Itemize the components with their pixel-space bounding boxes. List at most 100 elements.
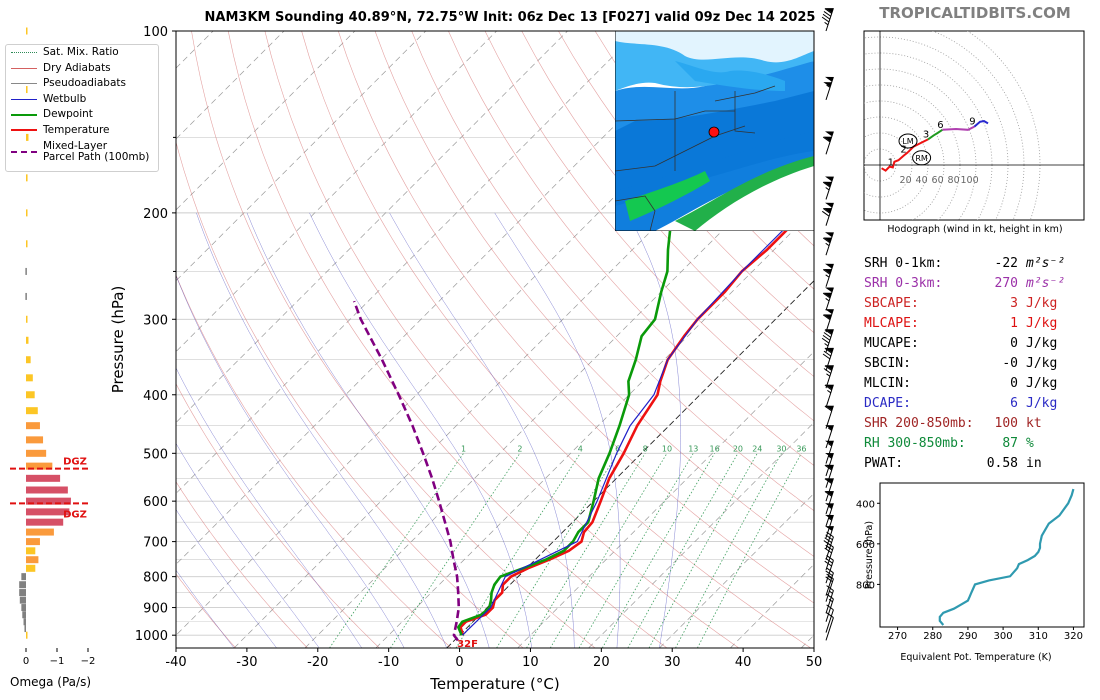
stat-value: 100 <box>994 416 1018 431</box>
barb-full <box>824 464 833 471</box>
hodograph-frame <box>863 30 1085 221</box>
dry-adiabat <box>176 481 308 648</box>
omega-bar <box>26 174 28 182</box>
barb-half <box>828 443 833 447</box>
wind-barb <box>825 503 834 527</box>
omega-axis-label: Omega (Pa/s) <box>10 675 92 689</box>
wind-barb <box>821 8 834 32</box>
page-title: NAM3KM Sounding 40.89°N, 72.75°W Init: 0… <box>204 10 816 25</box>
dry-adiabat <box>448 31 814 466</box>
wind-barb <box>825 440 834 464</box>
hodograph-trace <box>973 119 989 128</box>
hodograph-ring-label: 100 <box>961 175 979 186</box>
storm-motion-marker <box>898 133 918 149</box>
series-temperature <box>459 203 814 636</box>
mixing-ratio-line <box>549 453 668 648</box>
theta-e-line <box>938 488 1075 626</box>
dry-adiabat <box>338 31 814 604</box>
barb-full <box>822 314 831 321</box>
barb-full <box>822 13 831 20</box>
omega-bar <box>26 547 36 555</box>
isotherm <box>233 67 814 648</box>
moist-adiabat <box>494 212 621 648</box>
barb-flag <box>825 8 834 13</box>
stat-value-group: 0 J/kg <box>1010 374 1084 394</box>
omega-bar <box>26 356 31 364</box>
barb-staff <box>825 176 834 200</box>
isotherm <box>176 31 427 282</box>
stat-unit: m²s⁻² <box>1026 256 1066 271</box>
moist-adiabat <box>627 212 681 648</box>
barb-half <box>826 373 831 377</box>
mixing-ratio-label: 16 <box>710 444 720 453</box>
wind-barb <box>824 405 834 429</box>
y-tick-label: 800 <box>143 571 168 586</box>
stat-unit: J/kg <box>1026 356 1058 371</box>
barb-full <box>826 555 834 561</box>
moist-adiabat <box>309 212 533 648</box>
legend-item: Mixed-Layer Parcel Path (100mb) <box>6 138 158 166</box>
omega-bar <box>26 449 47 457</box>
mixing-ratio-line <box>675 453 782 648</box>
omega-bar <box>26 528 54 536</box>
omega-bar <box>26 486 68 494</box>
isotherm <box>446 280 814 648</box>
stat-value-group: 100 kt <box>995 414 1084 434</box>
barb-flag <box>825 329 834 335</box>
isotherm <box>304 138 814 648</box>
y-tick-label: 100 <box>143 25 168 40</box>
wind-barb <box>822 176 834 200</box>
omega-bar <box>19 589 26 597</box>
x-tick-label: 0 <box>455 655 463 670</box>
stat-label: MLCIN: <box>864 376 911 391</box>
omega-x-tick-label: −2 <box>81 656 96 667</box>
legend-swatch <box>11 83 37 85</box>
dry-adiabat <box>484 31 814 422</box>
mixing-ratio-label: 24 <box>752 444 762 453</box>
stat-value: 6 <box>1010 396 1018 411</box>
mixing-ratio-label: 4 <box>578 444 583 453</box>
theta-x-tick-label: 320 <box>1064 631 1083 642</box>
barb-full <box>826 612 834 618</box>
hodograph-height-label: 3 <box>923 129 929 140</box>
moist-adiabat <box>246 212 490 648</box>
barb-flag <box>825 232 834 238</box>
stat-unit: % <box>1026 436 1034 451</box>
barb-full <box>826 531 834 538</box>
stat-value-group: 87% <box>1002 434 1084 454</box>
mixing-ratio-label: 36 <box>796 444 806 453</box>
legend-label: Mixed-Layer Parcel Path (100mb) <box>43 140 150 163</box>
omega-bar <box>26 315 28 323</box>
theta-y-tick-label: 400 <box>856 499 875 510</box>
barb-full <box>826 585 834 591</box>
omega-bar <box>26 474 61 482</box>
omega-bar <box>19 581 26 589</box>
y-tick-label: 1000 <box>135 629 168 644</box>
barb-flag <box>825 440 834 446</box>
isotherm <box>176 31 781 636</box>
stat-unit: J/kg <box>1026 316 1058 331</box>
stat-value: 87 <box>1002 436 1018 451</box>
x-tick-label: 50 <box>806 655 823 670</box>
barb-flag <box>825 425 834 430</box>
theta-y-axis-label: Pressure (hPa) <box>864 521 875 589</box>
chart-legend: Sat. Mix. Ratio Dry Adiabats Pseudoadiabat… <box>5 44 159 172</box>
barb-flag <box>825 384 834 390</box>
barb-full <box>822 208 831 214</box>
dry-adiabat <box>227 31 668 648</box>
wind-barb <box>825 593 834 622</box>
barb-flag <box>825 347 834 353</box>
barb-full <box>823 368 832 374</box>
skewt-clip: 1 2 4 6 8 10 13 16 20 24 30 36 <box>176 31 814 648</box>
hodograph-height-label: 1 <box>888 157 894 168</box>
barb-full <box>826 541 834 548</box>
barb-full <box>824 347 833 354</box>
omega-bar <box>26 497 71 505</box>
mixing-ratio-line <box>390 453 521 648</box>
moist-adiabat <box>176 442 320 648</box>
stat-label: DCAPE: <box>864 396 911 411</box>
legend-label: Dewpoint <box>43 108 93 121</box>
wind-barb <box>825 585 834 614</box>
dgz-label: DGZ <box>63 509 87 520</box>
